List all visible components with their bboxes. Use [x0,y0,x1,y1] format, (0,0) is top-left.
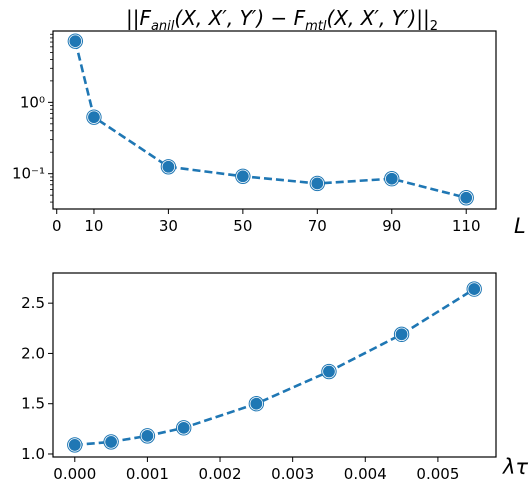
top-data-point [384,171,399,186]
top-axes: 0 10 30 50 70 90 110 10⁰ 10⁻¹ [12,33,481,235]
bottom-x-tick-label: 0.004 [344,465,387,482]
bottom-data-point [140,428,155,443]
top-data-point-ring [384,171,400,187]
bottom-plot-frame [52,272,497,458]
bottom-x-axis-label: λτ [502,455,528,479]
top-x-tick-label: 70 [308,217,327,235]
bottom-data-point-ring [466,281,482,297]
top-data-point-ring [458,190,474,206]
top-x-tick-label: 50 [233,217,252,235]
top-y-tick-label: 10⁰ [20,93,45,111]
bottom-x-tick-label: 0.003 [271,465,314,482]
bottom-data-point [394,327,409,342]
bottom-series-line [74,287,475,447]
bottom-data-point-ring [103,434,119,450]
bottom-data-point [321,364,337,379]
top-series-line [74,40,467,200]
top-data-point-ring [67,33,84,49]
bottom-y-tick-label: 1.0 [21,445,45,463]
top-x-tick-label: 90 [382,217,401,235]
top-data-point [235,169,250,184]
bottom-data-point [176,420,191,435]
top-x-axis-label: L [514,214,526,238]
bottom-data-point-ring [139,428,156,444]
bottom-data-point [67,437,82,453]
top-chart-title: ||Fanil(X, X′, Y′) − Fmtl(X, X′, Y′)||2 [126,6,438,34]
bottom-y-tick-label: 2.0 [21,344,45,362]
bottom-data-point [249,396,264,411]
top-data-point-ring [86,109,102,125]
top-x-tick-label: 110 [452,217,481,235]
top-y-tick-label: 10⁻¹ [12,165,45,183]
top-data-point-ring [309,175,326,192]
bottom-data-point [467,281,482,297]
top-x-tick-label: 0 [52,217,62,235]
bottom-data-point-ring [67,437,83,453]
bottom-x-tick-label: 0.002 [199,465,242,482]
top-data-point-ring [235,168,251,184]
bottom-axes: 0.000 0.001 0.002 0.003 0.004 0.005 1.0 1.5 2.0 2… [21,294,459,482]
bottom-series [67,281,482,453]
bottom-data-point [103,434,119,450]
bottom-y-tick-label: 1.5 [21,395,45,413]
top-series [67,33,474,206]
bottom-y-tick-label: 2.5 [21,294,45,312]
bottom-data-point-ring [176,420,192,436]
top-data-point [459,190,474,205]
bottom-data-point-ring [393,326,410,343]
top-data-point [68,34,83,49]
top-data-point [161,159,176,174]
top-data-point-ring [160,159,177,175]
bottom-x-tick-label: 0.000 [53,465,96,482]
top-chart: ||Fanil(X, X′, Y′) − Fmtl(X, X′, Y′)||2 … [12,6,526,238]
bottom-data-point-ring [321,363,337,380]
top-plot-frame [52,30,497,210]
top-data-point [86,110,102,125]
bottom-x-tick-label: 0.005 [416,465,459,482]
bottom-x-tick-label: 0.001 [126,465,169,482]
top-x-tick-label: 10 [84,217,103,235]
bottom-data-point-ring [248,396,265,412]
top-x-tick-label: 30 [159,217,178,235]
top-data-point [310,176,325,191]
bottom-chart: 0.000 0.001 0.002 0.003 0.004 0.005 1.0 1.5 2.0 2… [21,272,528,482]
